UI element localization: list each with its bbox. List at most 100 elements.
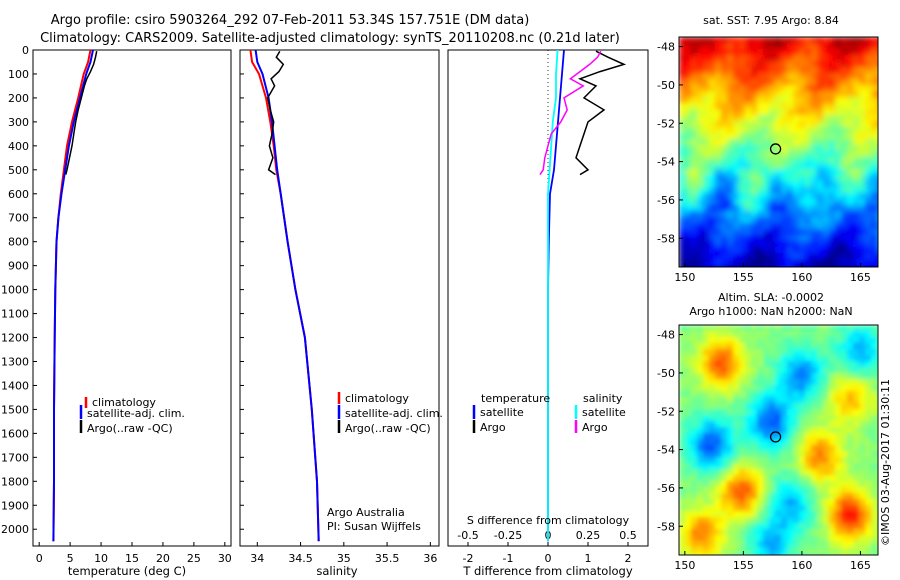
difference-top-xlabel: S difference from climatology: [467, 514, 630, 527]
y-tick-label: 2000: [1, 523, 29, 536]
y-tick-label: 200: [8, 92, 29, 105]
x-tick-label: 5: [67, 552, 74, 565]
y-tick-label: 400: [8, 140, 29, 153]
x-tick-label: 20: [156, 552, 170, 565]
x-tick-label: 150: [674, 271, 695, 284]
x-tick-label: 160: [791, 559, 812, 572]
x-tick-label: 34: [250, 552, 264, 565]
sst-map-panel: sat. SST: 7.95 Argo: 8.84 150 155 160 165 -4…: [657, 14, 879, 284]
legend-label-climatology: climatology: [92, 396, 156, 409]
y-tick-label: 1500: [1, 403, 29, 416]
x-tick-label: 155: [733, 271, 754, 284]
y-tick-label: -56: [657, 482, 675, 495]
difference-xlabel: T difference from climatology: [462, 564, 633, 578]
legend-header-salinity: salinity: [583, 392, 623, 405]
y-tick-label: 1100: [1, 308, 29, 321]
temperature-legend: climatology satellite-adj. clim. Argo(..…: [79, 396, 185, 435]
y-tick-label: 300: [8, 116, 29, 129]
y-tick-label: -58: [657, 232, 675, 245]
series-argo: [266, 50, 285, 176]
legend-label-sal-satellite: satellite: [582, 406, 626, 419]
y-tick-label: 1700: [1, 451, 29, 464]
sla-map-title-line1: Altim. SLA: -0.0002: [718, 291, 824, 304]
difference-legend: temperature salinity satellite Argo sate…: [472, 392, 626, 434]
annotation-pi: PI: Susan Wijffels: [327, 520, 421, 533]
series-temperature-argo: [575, 50, 627, 176]
profile-location-marker: [769, 431, 782, 443]
salinity-legend: climatology satellite-adj. clim. Argo(..…: [337, 392, 443, 435]
top-x-tick-label: -0.25: [494, 529, 522, 542]
series-climatology: [52, 49, 92, 542]
series-satellite-adj-clim: [254, 49, 320, 542]
sla-map-panel: Altim. SLA: -0.0002 Argo h1000: NaN h200…: [657, 291, 879, 572]
y-tick-label: -52: [657, 117, 675, 130]
legend-label-sal-argo: Argo: [582, 421, 608, 434]
y-tick-label: 1300: [1, 355, 29, 368]
legend-header-temperature: temperature: [481, 392, 550, 405]
x-tick-label: 160: [791, 271, 812, 284]
y-tick-label: 500: [8, 164, 29, 177]
series-climatology: [249, 49, 320, 542]
y-tick-label: -58: [657, 520, 675, 533]
series-satellite-adj-clim: [52, 49, 94, 542]
figure-title-line2: Climatology: CARS2009. Satellite-adjuste…: [40, 31, 620, 46]
x-tick-label: 34.5: [288, 552, 313, 565]
temperature-panel: 0100200300400500600700800900100011001200…: [1, 44, 232, 578]
y-tick-label: 0: [22, 44, 29, 57]
y-tick-label: -54: [657, 444, 675, 457]
sst-map-title: sat. SST: 7.95 Argo: 8.84: [703, 14, 839, 27]
x-tick-label: 165: [850, 559, 871, 572]
y-tick-label: -50: [657, 367, 675, 380]
salinity-xlabel: salinity: [316, 564, 357, 578]
x-tick-label: 150: [674, 559, 695, 572]
x-tick-label: -1: [503, 552, 514, 565]
x-tick-label: 155: [733, 559, 754, 572]
y-tick-label: 1200: [1, 332, 29, 345]
x-tick-label: 35.5: [375, 552, 400, 565]
y-tick-label: 900: [8, 260, 29, 273]
annotation-argo-australia: Argo Australia: [327, 506, 405, 519]
x-tick-label: 25: [187, 552, 201, 565]
x-tick-label: 30: [218, 552, 232, 565]
y-tick-label: -54: [657, 156, 675, 169]
salinity-panel: 34 34.5 35 35.5 36 salinity climatology sate…: [239, 49, 443, 578]
x-tick-label: 35: [337, 552, 351, 565]
temperature-axes-frame: [32, 49, 232, 547]
series-temperature-satellite: [547, 49, 565, 542]
legend-label-satellite: satellite-adj. clim.: [345, 407, 443, 420]
y-tick-label: -48: [657, 329, 675, 342]
series-argo: [65, 51, 98, 175]
y-tick-label: 1400: [1, 379, 29, 392]
x-tick-label: 15: [125, 552, 139, 565]
imos-credit: ©IMOS 03-Aug-2017 01:30:11: [879, 379, 892, 546]
top-x-tick-label: 0.5: [619, 529, 637, 542]
legend-label-argo: Argo(..raw -QC): [87, 422, 173, 435]
y-tick-label: 1900: [1, 499, 29, 512]
y-tick-label: -56: [657, 194, 675, 207]
y-tick-label: 600: [8, 188, 29, 201]
y-tick-label: 1600: [1, 427, 29, 440]
y-tick-label: 100: [8, 68, 29, 81]
y-tick-label: -50: [657, 79, 675, 92]
y-tick-label: 700: [8, 212, 29, 225]
x-tick-label: 1: [585, 552, 592, 565]
legend-label-climatology: climatology: [345, 392, 409, 405]
y-tick-label: 1800: [1, 475, 29, 488]
figure-title-line1: Argo profile: csiro 5903264_292 07-Feb-2…: [51, 13, 530, 28]
legend-label-temp-satellite: satellite: [480, 406, 524, 419]
sla-map-frame: [678, 324, 879, 556]
x-tick-label: -2: [463, 552, 474, 565]
legend-label-argo: Argo(..raw -QC): [345, 422, 431, 435]
difference-panel: -2 -1 0 1 2-0.5 -0.25 0 0.25 0.5 S difference fr…: [447, 49, 649, 578]
temperature-xlabel: temperature (deg C): [68, 564, 186, 578]
sst-map-frame: [678, 36, 879, 268]
x-tick-label: 0: [36, 552, 43, 565]
x-tick-label: 36: [423, 552, 437, 565]
series-salinity-satellite: [547, 49, 559, 542]
salinity-axes-frame: [239, 49, 440, 547]
legend-label-satellite: satellite-adj. clim.: [87, 407, 185, 420]
x-tick-label: 2: [625, 552, 632, 565]
profile-location-marker: [769, 143, 782, 155]
series-salinity-argo: [539, 50, 602, 176]
